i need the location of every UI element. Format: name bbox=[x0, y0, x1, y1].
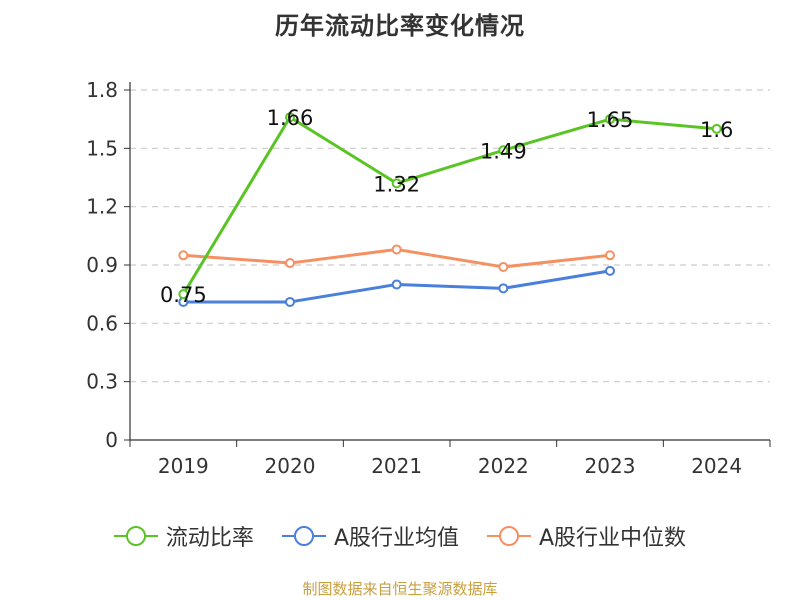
data-point bbox=[605, 114, 615, 125]
data-source-note: 制图数据来自恒生聚源数据库 bbox=[302, 580, 498, 598]
y-tick-label: 1.5 bbox=[86, 136, 118, 160]
axes: 0 0.3 0.6 0.9 1.2 1.5 1.8 2019 2020 2021 2022 2023 2… bbox=[86, 78, 771, 478]
legend-item-series-0[interactable]: 流动比率 bbox=[113, 520, 254, 552]
y-tick-label: 1.8 bbox=[86, 78, 118, 102]
data-point bbox=[391, 279, 402, 290]
y-tick-label: 0 bbox=[105, 428, 118, 452]
x-tick-label: 2023 bbox=[585, 454, 636, 478]
data-point bbox=[285, 296, 295, 307]
x-tick-label: 2021 bbox=[371, 454, 422, 478]
data-point bbox=[498, 283, 509, 294]
chart-legend: 流动比率 A股行业均值 A股行业中位数 bbox=[0, 520, 800, 552]
data-point bbox=[285, 112, 295, 123]
series-lines bbox=[178, 112, 722, 307]
data-label: 1.65 bbox=[587, 108, 634, 132]
data-point bbox=[391, 178, 402, 189]
data-labels: 0.75 1.66 1.32 1.49 1.65 1.6 bbox=[160, 106, 733, 307]
data-point bbox=[178, 250, 189, 261]
y-tick-label: 0.9 bbox=[86, 253, 118, 277]
x-tick-label: 2024 bbox=[691, 454, 742, 478]
data-label: 1.66 bbox=[267, 106, 314, 130]
grid-lines bbox=[130, 89, 770, 383]
data-point bbox=[711, 123, 722, 134]
y-tick-label: 0.6 bbox=[86, 311, 118, 335]
data-point bbox=[391, 244, 402, 255]
legend-line-marker-icon bbox=[281, 526, 326, 546]
legend-item-series-1[interactable]: A股行业均值 bbox=[281, 520, 459, 552]
y-tick-label: 1.2 bbox=[86, 195, 118, 219]
data-point bbox=[605, 250, 615, 261]
legend-label: 流动比率 bbox=[165, 526, 254, 551]
x-tick-label: 2020 bbox=[265, 454, 316, 478]
data-label: 0.75 bbox=[160, 283, 207, 307]
legend-line-marker-icon bbox=[113, 526, 158, 546]
chart-title: 历年流动比率变化情况 bbox=[275, 12, 525, 40]
data-point bbox=[605, 265, 615, 276]
data-point bbox=[498, 145, 509, 156]
data-point bbox=[178, 289, 189, 300]
data-label: 1.49 bbox=[480, 139, 527, 163]
data-label: 1.32 bbox=[373, 172, 420, 196]
data-point bbox=[498, 261, 509, 272]
legend-label: A股行业中位数 bbox=[539, 526, 687, 551]
data-point bbox=[285, 258, 295, 269]
series-line-0 bbox=[182, 115, 717, 295]
legend-label: A股行业均值 bbox=[333, 526, 459, 551]
x-tick-label: 2019 bbox=[158, 454, 209, 478]
x-tick-label: 2022 bbox=[478, 454, 529, 478]
y-tick-label: 0.3 bbox=[86, 370, 118, 394]
legend-item-series-2[interactable]: A股行业中位数 bbox=[487, 520, 686, 552]
legend-line-marker-icon bbox=[487, 526, 531, 546]
data-label: 1.6 bbox=[700, 118, 733, 142]
